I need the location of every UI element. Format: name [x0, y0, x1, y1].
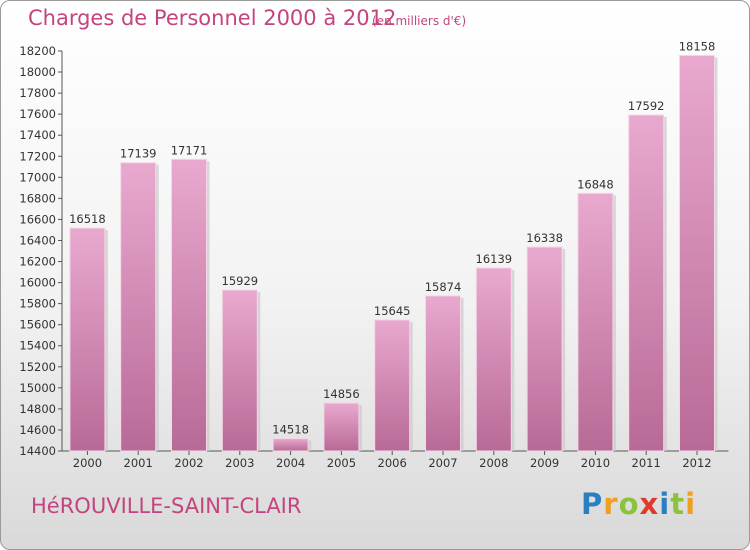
x-tick-label-2005: 2005: [327, 456, 356, 470]
logo-letter: x: [639, 487, 660, 521]
y-tick-label: 16800: [19, 191, 56, 205]
bar-2004: [272, 438, 309, 452]
y-tick-label: 15000: [19, 381, 56, 395]
y-tick-label: 18200: [19, 44, 56, 58]
data-label-2001: 17139: [120, 147, 157, 161]
y-tick-label: 15200: [19, 360, 56, 374]
y-tick-label: 16600: [19, 212, 56, 226]
bars: [69, 54, 718, 452]
y-tick-label: 17200: [19, 149, 56, 163]
logo-letter: r: [603, 487, 619, 521]
y-tick-label: 17000: [19, 170, 56, 184]
logo-letter: t: [670, 487, 686, 521]
logo-letter: i: [685, 487, 697, 521]
x-tick-label-2009: 2009: [530, 456, 559, 470]
x-tick-label-2008: 2008: [479, 456, 508, 470]
data-label-2010: 16848: [577, 177, 614, 191]
bar-2009: [526, 246, 563, 452]
bar-2010: [577, 192, 614, 452]
y-tick-label: 15400: [19, 339, 56, 353]
y-axis: 14400 14600 14800 15000 15200 15400 15600 15800…: [19, 44, 729, 458]
data-label-2012: 18158: [679, 39, 716, 53]
y-tick-label: 14400: [19, 444, 56, 458]
x-axis: 2000 2001 2002 2003 2004 2005 2006 2007 2008 2009…: [73, 451, 712, 470]
y-tick-label: 17400: [19, 128, 56, 142]
town-name: HéROUVILLE-SAINT-CLAIR: [31, 494, 302, 518]
data-label-2004: 14518: [272, 423, 309, 437]
logo-letter: o: [618, 487, 640, 521]
bar-2012: [679, 54, 715, 452]
logo-letter: P: [581, 487, 604, 521]
chart-title: Charges de Personnel 2000 à 2012: [28, 6, 397, 30]
x-tick-label-2003: 2003: [225, 456, 254, 470]
y-tick-label: 14600: [19, 423, 56, 437]
data-label-2002: 17171: [171, 143, 208, 157]
bar-2001: [120, 162, 157, 452]
x-tick-label-2002: 2002: [174, 456, 203, 470]
bar-2006: [374, 319, 411, 452]
proxiti-logo: Proxiti: [581, 487, 696, 521]
x-tick-label-2011: 2011: [632, 456, 661, 470]
data-label-2007: 15874: [425, 280, 462, 294]
y-tick-label: 16400: [19, 233, 56, 247]
data-label-2009: 16338: [526, 231, 563, 245]
data-label-2003: 15929: [222, 274, 259, 288]
x-tick-label-2010: 2010: [581, 456, 610, 470]
x-tick-label-2006: 2006: [378, 456, 407, 470]
bar-2007: [425, 295, 461, 452]
x-tick-label-2001: 2001: [124, 456, 153, 470]
data-label-2006: 15645: [374, 304, 411, 318]
y-tick-label: 18000: [19, 65, 56, 79]
bar-2000: [69, 227, 106, 452]
data-label-2005: 14856: [323, 387, 360, 401]
y-tick-label: 16200: [19, 255, 56, 269]
y-tick-label: 15600: [19, 318, 56, 332]
data-label-2008: 16139: [476, 252, 513, 266]
bar-2003: [221, 289, 258, 452]
y-tick-label: 15800: [19, 297, 56, 311]
bar-2011: [628, 114, 665, 452]
data-labels: 16518 17139 17171 15929 14518 14856 15645 15874…: [69, 39, 715, 436]
bar-2005: [323, 402, 360, 452]
x-tick-label-2007: 2007: [428, 456, 457, 470]
bar-2002: [171, 158, 207, 452]
x-tick-label-2004: 2004: [276, 456, 305, 470]
y-tick-label: 17800: [19, 86, 56, 100]
data-label-2011: 17592: [628, 99, 665, 113]
y-tick-label: 17600: [19, 107, 56, 121]
data-label-2000: 16518: [69, 212, 106, 226]
bar-2008: [475, 267, 512, 452]
x-tick-label-2000: 2000: [73, 456, 102, 470]
logo-letter: i: [659, 487, 671, 521]
y-tick-label: 14800: [19, 402, 56, 416]
chart-subtitle: (en milliers d'€): [372, 14, 467, 28]
y-tick-label: 16000: [19, 276, 56, 290]
x-tick-label-2012: 2012: [682, 456, 711, 470]
